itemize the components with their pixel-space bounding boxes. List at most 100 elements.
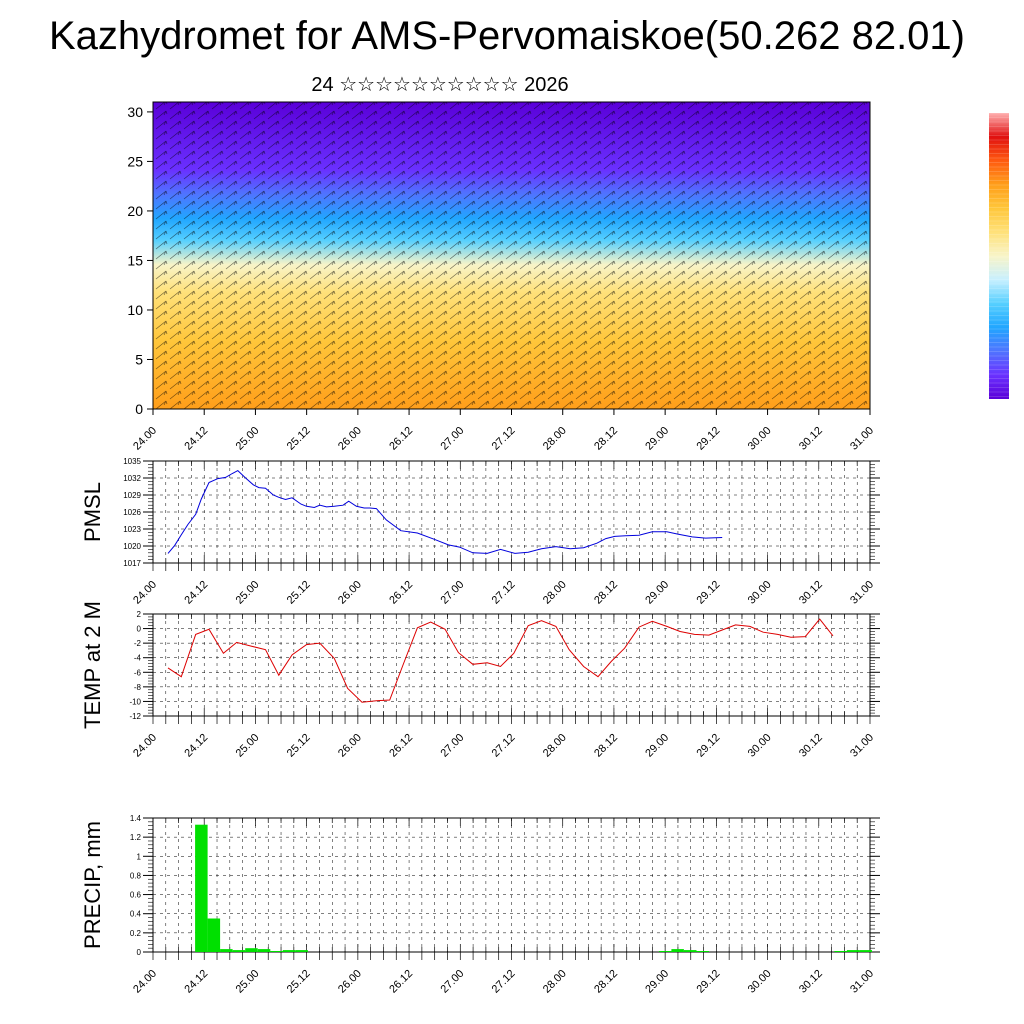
x-tick-label: 29.12 <box>695 425 723 453</box>
y-tick-label: 0 <box>137 948 142 957</box>
y-tick-label: 1020 <box>123 542 141 551</box>
x-tick-label: 30.00 <box>746 425 774 453</box>
y-tick-label: 0.8 <box>130 871 142 880</box>
y-tick-label: -8 <box>134 683 142 692</box>
x-tick-label: 26.00 <box>336 425 364 453</box>
x-tick-label: 29.12 <box>695 579 723 607</box>
y-tick-label: 10 <box>127 302 143 318</box>
x-tick-label: 29.00 <box>643 732 671 760</box>
y-tick-label: -12 <box>129 712 141 721</box>
x-tick-label: 29.00 <box>643 579 671 607</box>
x-tick-label: 30.12 <box>797 425 825 453</box>
y-tick-label: 0 <box>135 401 143 417</box>
precip-bar <box>257 949 271 952</box>
y-tick-label: 30 <box>127 104 143 120</box>
pmsl-panel: 1017 1020 1023 1026 1029 1032 1035 24.00 24.12 25… <box>80 457 880 607</box>
temperature-panel: -12 -10 -8 -6 -4 -2 0 2 24.00 24.12 25.00 25.12 26.0… <box>80 601 880 760</box>
y-tick-label: 1029 <box>123 491 141 500</box>
temperature-series-line <box>167 618 834 703</box>
precip-bar <box>658 951 672 952</box>
precip-bar <box>846 950 860 952</box>
x-tick-label: 26.12 <box>387 579 415 607</box>
x-tick-label: 24.00 <box>131 968 159 996</box>
precipitation-panel: 0 0.2 0.4 0.6 0.8 1 1.2 1.4 24.00 24.12 25.00 25.12… <box>80 814 880 996</box>
x-tick-label: 26.00 <box>336 579 364 607</box>
precip-bar <box>696 951 709 952</box>
y-tick-label: 0.4 <box>130 910 142 919</box>
x-tick-label: 27.12 <box>490 425 518 453</box>
precip-bar <box>282 950 296 952</box>
precip-bar <box>207 918 221 952</box>
x-tick-label: 25.00 <box>234 425 262 453</box>
precip-bar <box>232 950 246 952</box>
y-tick-label: -6 <box>134 668 142 677</box>
x-tick-label: 26.12 <box>387 425 415 453</box>
x-tick-label: 31.00 <box>848 425 876 453</box>
chart-title: Kazhydromet for AMS-Pervomaiskoe(50.262 … <box>49 14 965 58</box>
y-tick-label: 15 <box>127 252 143 268</box>
y-tick-label: 1023 <box>123 525 141 534</box>
precip-bar <box>834 951 847 952</box>
y-tick-label: -2 <box>134 639 142 648</box>
y-tick-label: 1026 <box>123 508 141 517</box>
precip-bar <box>684 950 697 952</box>
y-tick-label: 0 <box>137 625 142 634</box>
x-tick-label: 27.00 <box>438 425 466 453</box>
x-tick-label: 31.00 <box>848 968 876 996</box>
x-tick-label: 27.00 <box>438 732 466 760</box>
x-tick-label: 27.00 <box>438 968 466 996</box>
x-tick-label: 31.00 <box>848 579 876 607</box>
x-tick-label: 25.12 <box>285 579 313 607</box>
x-tick-label: 26.12 <box>387 968 415 996</box>
y-tick-label: 25 <box>127 153 143 169</box>
x-tick-label: 30.00 <box>746 732 774 760</box>
x-tick-label: 28.00 <box>541 579 569 607</box>
x-tick-label: 27.12 <box>490 732 518 760</box>
x-tick-label: 24.12 <box>182 732 210 760</box>
x-tick-label: 26.12 <box>387 732 415 760</box>
y-tick-label: 1.2 <box>130 833 142 842</box>
y-tick-label: 0.6 <box>130 891 142 900</box>
x-tick-label: 25.12 <box>285 732 313 760</box>
wind-barbs <box>153 102 870 409</box>
x-tick-label: 27.00 <box>438 579 466 607</box>
y-tick-label: 20 <box>127 203 143 219</box>
x-tick-label: 24.12 <box>182 425 210 453</box>
x-tick-label: 24.12 <box>182 968 210 996</box>
x-tick-label: 25.12 <box>285 425 313 453</box>
x-tick-label: 29.12 <box>695 968 723 996</box>
x-tick-label: 24.00 <box>131 732 159 760</box>
precip-bar <box>245 948 258 952</box>
x-tick-label: 30.12 <box>797 732 825 760</box>
y-tick-label: 2 <box>137 610 142 619</box>
x-tick-label: 28.12 <box>592 425 620 453</box>
x-tick-label: 30.12 <box>797 968 825 996</box>
y-tick-label: -10 <box>129 697 141 706</box>
x-tick-label: 29.00 <box>643 968 671 996</box>
x-tick-label: 25.00 <box>234 579 262 607</box>
y-tick-label: 5 <box>135 351 143 367</box>
x-tick-label: 24.00 <box>131 579 159 607</box>
x-tick-label: 25.12 <box>285 968 313 996</box>
x-tick-label: 29.12 <box>695 732 723 760</box>
x-tick-label: 24.12 <box>182 579 210 607</box>
x-tick-label: 26.00 <box>336 968 364 996</box>
x-tick-label: 25.00 <box>234 732 262 760</box>
x-tick-label: 28.00 <box>541 732 569 760</box>
chart-subtitle: 24 ☆☆☆☆☆☆☆☆☆☆ 2026 <box>311 74 569 96</box>
x-tick-label: 28.00 <box>541 968 569 996</box>
colorbar <box>989 112 1009 399</box>
x-tick-label: 27.12 <box>490 968 518 996</box>
x-tick-label: 28.12 <box>592 579 620 607</box>
x-tick-label: 30.00 <box>746 968 774 996</box>
x-tick-label: 24.00 <box>131 425 159 453</box>
y-tick-label: -4 <box>134 654 142 663</box>
y-tick-label: 1035 <box>123 457 141 466</box>
y-axis-label: PMSL <box>80 482 105 542</box>
x-tick-label: 31.00 <box>848 732 876 760</box>
y-tick-label: 0.2 <box>130 929 142 938</box>
cross-section-panel: 0 5 10 15 20 25 30 24.00 24.12 25.00 25.12 26.00 26.… <box>127 101 876 453</box>
x-tick-label: 25.00 <box>234 968 262 996</box>
y-axis-label: TEMP at 2 M <box>80 601 105 729</box>
y-tick-label: 1032 <box>123 474 141 483</box>
